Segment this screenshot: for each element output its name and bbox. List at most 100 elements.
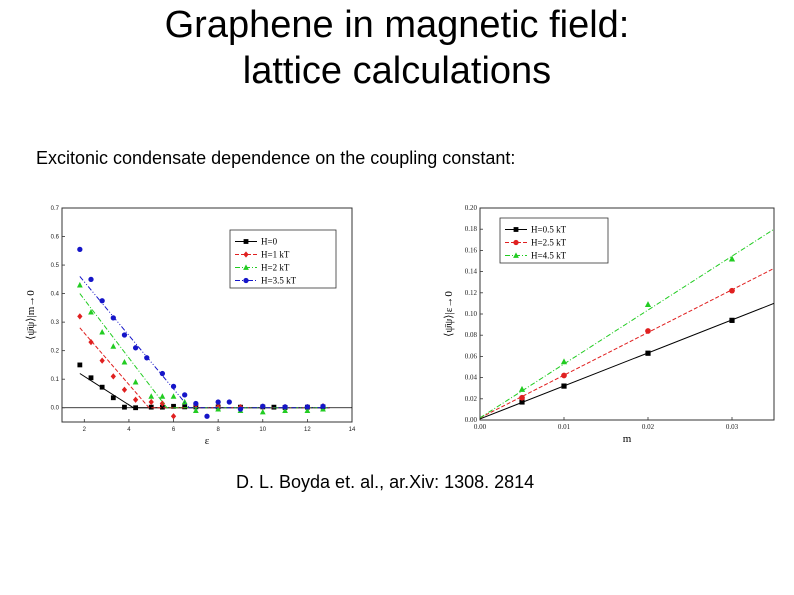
left-series-1-point [148,398,154,406]
right-legend-marker-0 [513,227,519,232]
right-y-tick-label: 0.02 [465,395,478,403]
citation: D. L. Boyda et. al., ar.Xiv: 1308. 2814 [236,472,535,492]
left-series-1-point [110,373,116,380]
left-series-1-point [159,400,166,407]
left-x-tick-label: 10 [259,427,266,433]
right-x-tick-label: 0.01 [558,423,571,431]
left-y-tick-label: 0.4 [51,292,60,298]
slide-title-line1: Graphene in magnetic field: [164,4,630,46]
left-series-3-point [320,403,326,409]
left-series-2-point [148,393,155,399]
left-x-tick-label: 14 [349,427,356,433]
left-series-0-fit-line [79,373,330,409]
left-series-1-fit-line [79,327,330,409]
right-series-2-point [560,358,568,365]
right-series-1-point [729,287,735,294]
left-series-2-point [259,408,266,415]
right-legend-label-1: H=2.5 kT [531,238,567,248]
left-series-3-point [260,403,266,409]
left-series-1-point [88,338,94,346]
left-plot-frame [61,207,353,423]
left-series-2-point [215,406,222,412]
right-y-tick-label: 0.06 [465,352,478,360]
left-series-0-point [171,403,176,409]
left-plot-area [76,246,330,420]
right-y-tick-label: 0.18 [465,225,478,233]
left-x-axis-label: ε [205,435,210,447]
left-series-0-point [159,404,165,410]
left-y-tick-label: 0.2 [51,349,60,355]
left-series-3-point [132,345,139,351]
left-series-3-point [144,355,150,361]
left-series-2-point [159,393,166,399]
right-series-2-point [644,301,652,308]
left-series-3-point [170,383,177,389]
left-series-3-point [88,276,94,282]
right-x-tick-label: 0.00 [474,423,487,431]
right-plot-area [480,228,774,420]
left-x-tick-label: 8 [216,427,220,433]
right-y-tick-label: 0.12 [465,289,478,297]
right-y-tick-label: 0.00 [465,416,478,424]
right-series-2-point [728,255,736,262]
left-series-3-point [204,413,210,419]
right-y-tick-label: 0.10 [465,310,478,318]
left-series-2-point [110,343,117,349]
right-series-0-point [645,350,651,356]
left-x-tick-label: 6 [172,427,176,433]
left-series-3-point [182,392,188,398]
slide-title: Graphene in magnetic field: lattice calc… [0,2,794,94]
left-y-axis-label: ⟨ψ̄ψ⟩|m→0 [25,290,37,340]
left-series-3-point [110,315,116,321]
left-series-3-point [282,404,288,410]
left-series-1-point [121,386,128,393]
left-series-2-point [304,407,311,413]
right-y-tick-label: 0.14 [465,268,478,276]
left-series-3-point [77,246,83,253]
left-series-0-point [148,404,154,410]
right-series-1-point [561,372,567,379]
left-series-3-point [304,404,311,410]
right-y-tick-label: 0.16 [465,246,478,254]
left-legend-marker-3 [243,277,249,284]
left-series-3-point [215,399,221,405]
left-series-0-point [99,384,105,390]
left-series-2-point [170,393,177,399]
left-series-2-point [192,407,199,413]
left-legend-label-0: H=0 [261,237,278,247]
left-series-3-point [159,370,166,377]
left-series-0-point [133,405,139,411]
right-series-2-point [518,385,526,392]
left-series-1-point [170,413,177,420]
left-legend-marker-0 [243,239,249,244]
right-series-0-point [519,399,525,405]
left-series-3-point [99,298,105,304]
left-x-tick-label: 12 [304,427,311,433]
right-y-tick-label: 0.04 [465,374,478,382]
left-series-3-point [226,399,232,405]
slide-subtitle: Excitonic condensate dependence on the c… [36,148,516,168]
chart-condensate-vs-coupling: 2 4 6 8 10 12 14 0.0 0.1 0.2 0.3 0.4 0.5 0.6 0.7 ε ⟨ψ̄ψ⟩… [25,206,356,447]
left-series-2-point [88,309,94,315]
left-legend-marker-2 [243,264,249,270]
left-y-tick-label: 0.3 [51,320,60,326]
left-series-3-point [121,332,128,338]
left-series-1-point [132,396,139,403]
right-series-2-fit-line [480,228,774,419]
right-y-tick-label: 0.08 [465,331,478,339]
right-legend-marker-2 [513,252,519,258]
left-series-0-point [77,362,83,368]
left-series-1-point [99,357,105,364]
left-series-3-point [193,400,199,407]
right-legend-label-0: H=0.5 kT [531,225,567,235]
right-y-tick-label: 0.20 [465,204,478,212]
left-series-0-point [110,395,116,401]
left-legend-label-1: H=1 kT [261,250,290,260]
slide-title-line2: lattice calculations [242,50,552,92]
left-series-0-point [182,404,188,410]
right-legend-label-2: H=4.5 kT [531,251,567,261]
left-series-2-point [76,281,83,288]
left-series-2-point [99,329,106,335]
right-series-0-point [729,317,735,323]
left-legend-label-3: H=3.5 kT [261,276,297,286]
